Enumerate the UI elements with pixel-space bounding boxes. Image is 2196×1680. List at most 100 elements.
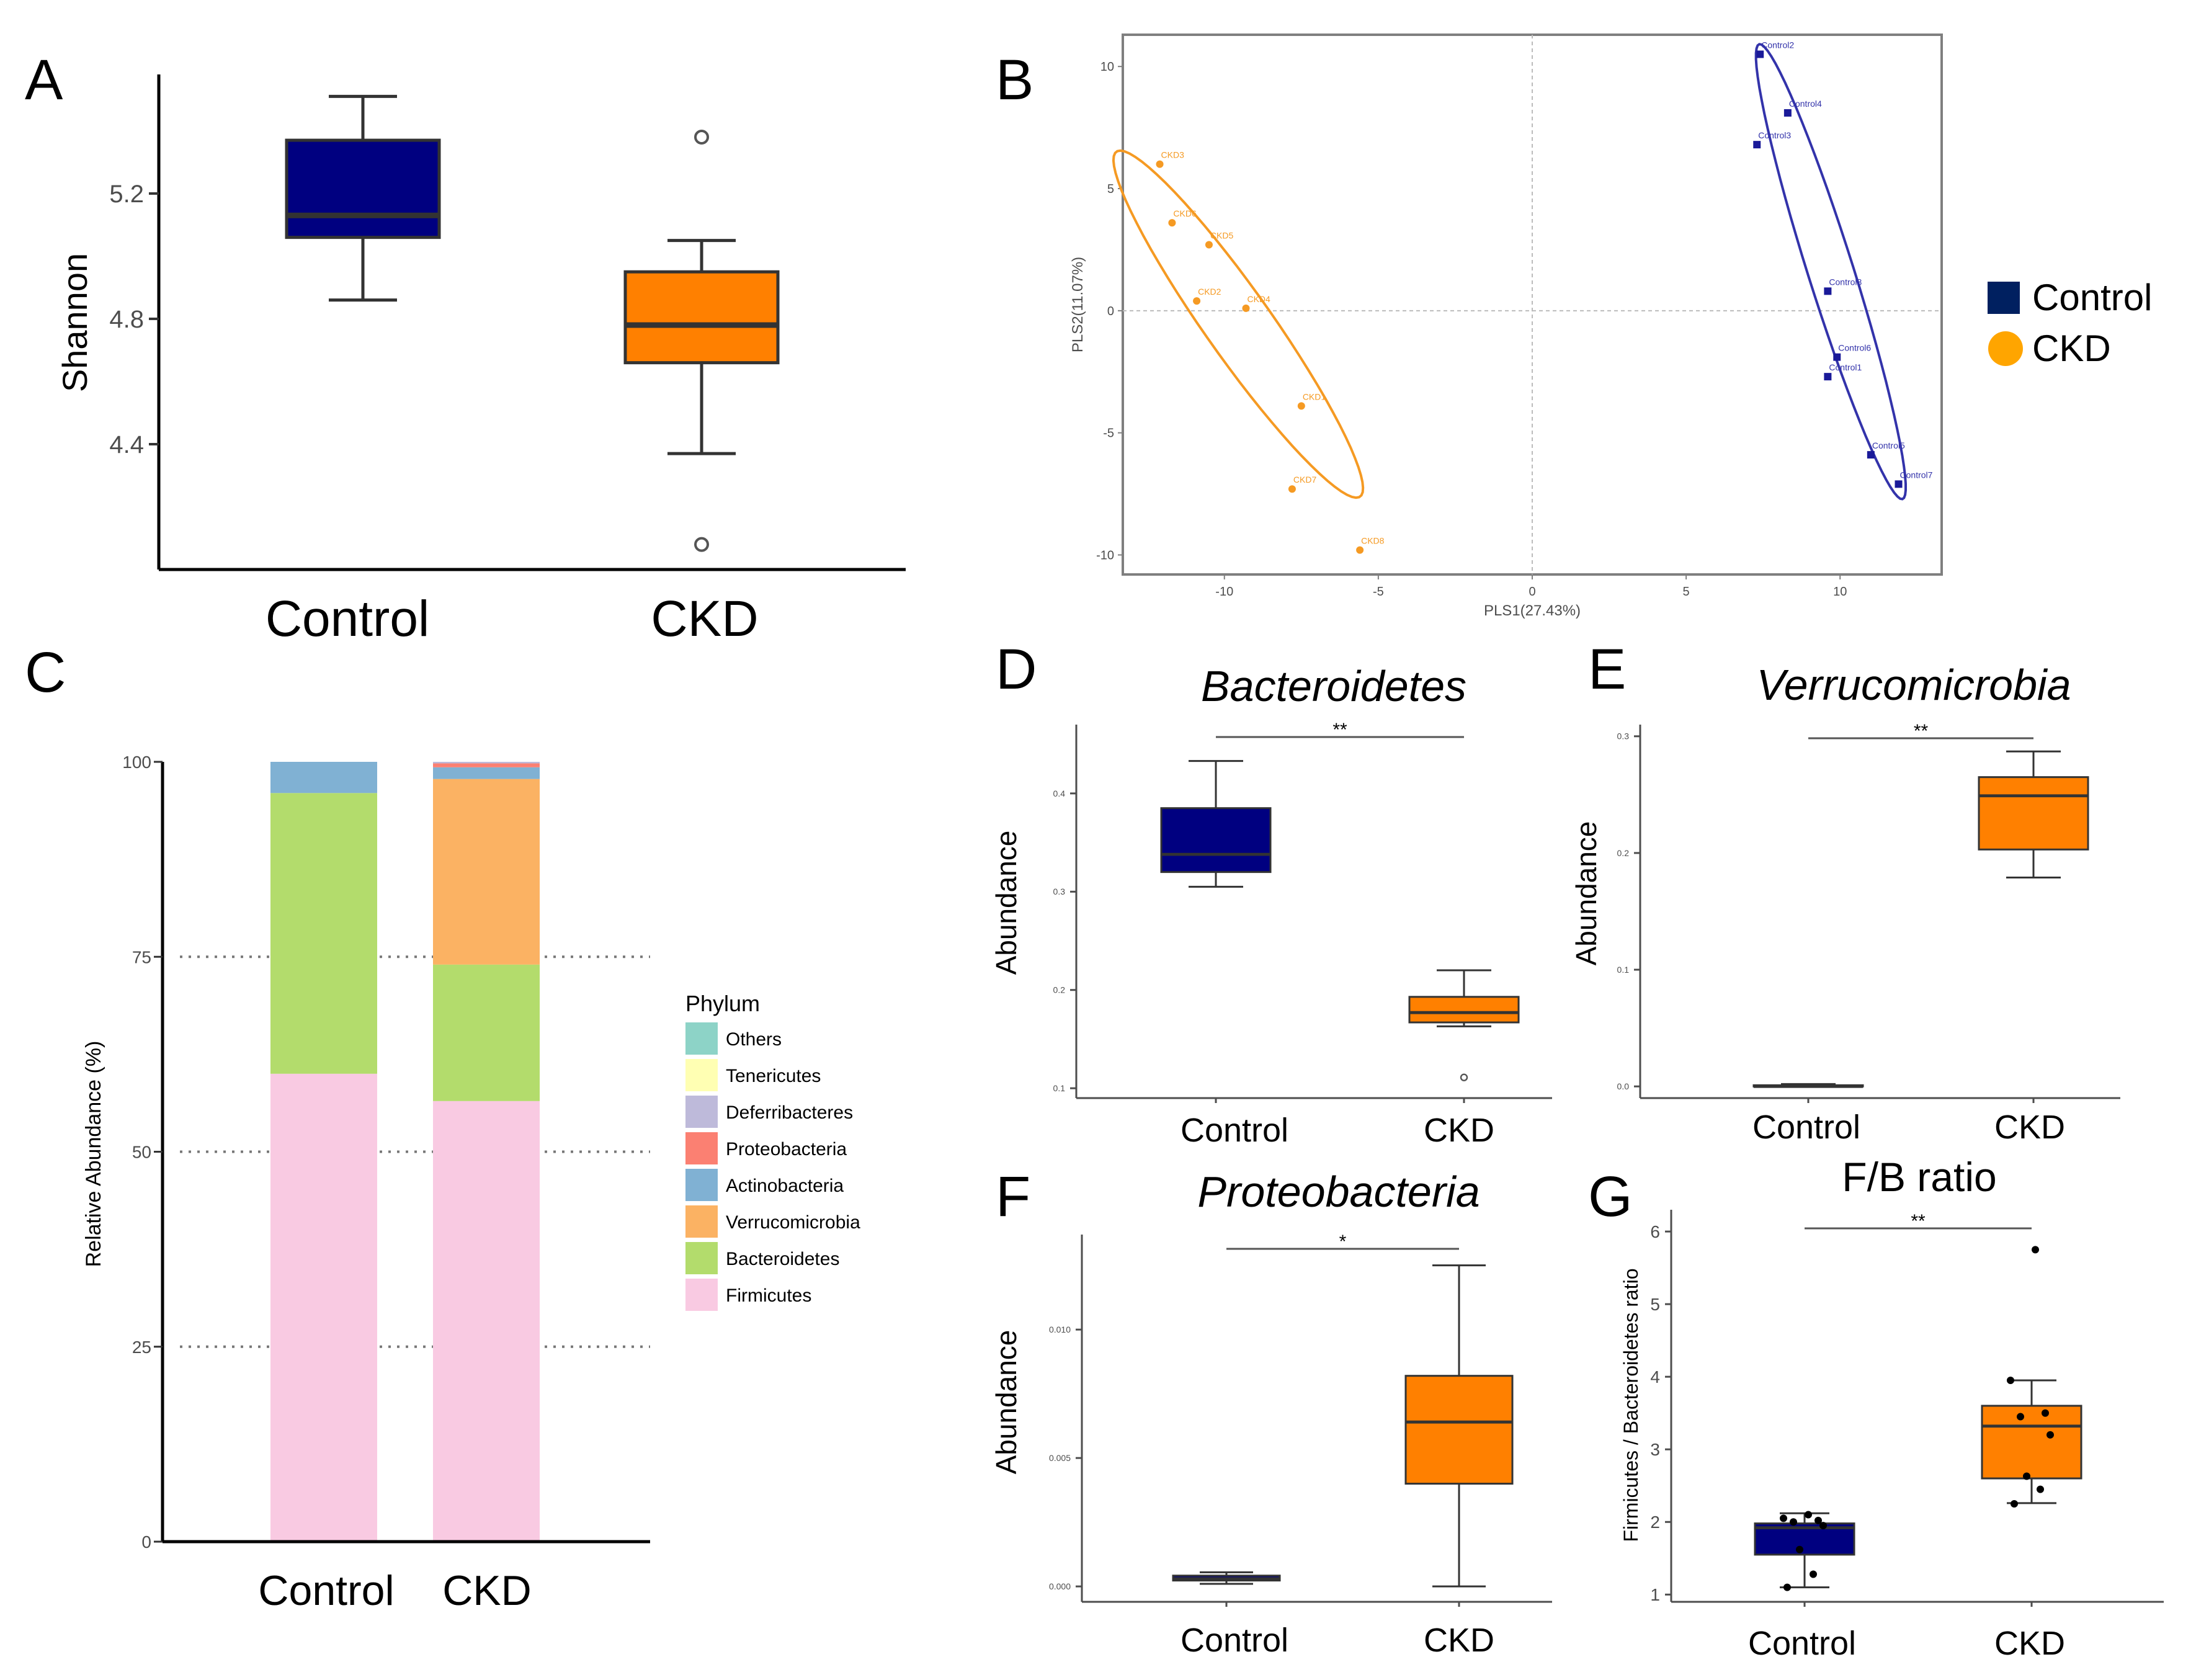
panel-d-category-ckd: CKD	[1424, 1112, 1494, 1149]
panel-g-point-control-1	[1810, 1570, 1817, 1578]
panel-f: F Proteobacteria 0.000 0.005 0.010 * Abund…	[990, 1165, 1552, 1659]
panel-b-x-tick-label-3: 5	[1683, 585, 1690, 599]
panel-c-legend-label-others: Others	[726, 1029, 782, 1050]
panel-b-point-ckd2	[1193, 297, 1201, 305]
panel-g-point-ckd-6	[2007, 1377, 2014, 1385]
panel-d-significance-label: **	[1332, 720, 1347, 740]
panel-c-category-control: Control	[258, 1567, 394, 1614]
panel-d-ckd-outlier-0	[1460, 1073, 1468, 1081]
panel-f-y-tick-label-1: 0.005	[1049, 1453, 1071, 1463]
panel-a-ckd-outlier-0	[694, 130, 709, 145]
panel-b-control-ellipse	[1754, 43, 1907, 501]
panel-d-category-control: Control	[1181, 1112, 1288, 1149]
panel-c-category-ckd: CKD	[442, 1567, 532, 1614]
panel-g-point-ckd-0	[2011, 1500, 2018, 1508]
panel-g-point-control-0	[1783, 1583, 1791, 1591]
panel-d-ckd-box	[1408, 996, 1520, 1024]
panel-g-point-ckd-2	[2023, 1472, 2030, 1480]
panel-b-point-control8	[1824, 287, 1832, 295]
panel-a-y-tick-label-1: 4.8	[109, 306, 144, 333]
panel-f-y-label: Abundance	[990, 1330, 1022, 1475]
panel-e-ckd-box	[1978, 776, 2089, 851]
panel-c-bar-ckd-bacteroidetes	[433, 964, 540, 1101]
panel-d-letter: D	[996, 638, 1037, 701]
panel-e-category-ckd: CKD	[1994, 1109, 2065, 1146]
panel-f-category-ckd: CKD	[1424, 1622, 1494, 1659]
panel-g-point-ckd-5	[2042, 1409, 2049, 1417]
panel-c-bar-control-firmicutes	[270, 1073, 377, 1542]
panel-b-point-ckd8	[1356, 546, 1364, 554]
panel-c-legend-label-firmicutes: Firmicutes	[726, 1285, 811, 1306]
panel-b-y-tick-label-4: 10	[1100, 60, 1114, 74]
panel-f-y-tick-label-0: 0.000	[1049, 1581, 1071, 1591]
panel-b-point-label-ckd8: CKD8	[1361, 536, 1385, 546]
panel-g-point-ckd-3	[2046, 1431, 2054, 1439]
panel-g-point-control-5	[1814, 1516, 1822, 1524]
panel-g-category-control: Control	[1748, 1625, 1856, 1662]
panel-b-point-label-ckd5: CKD5	[1210, 231, 1234, 241]
panel-c-legend-label-deferribacteres: Deferribacteres	[726, 1102, 853, 1123]
panel-a-ckd-box	[623, 270, 780, 365]
panel-b-letter: B	[996, 48, 1033, 112]
panel-b: B -10 -5 0 5 10 -10 -5 0 5 10 CKD3 CKD6 CKD5 CKD2 CKD…	[996, 34, 2152, 619]
panel-a-y-tick-label-2: 5.2	[109, 181, 144, 208]
panel-b-point-ckd6	[1168, 219, 1176, 227]
panel-c-bar-ckd-proteobacteria	[433, 763, 540, 767]
panel-b-y-label: PLS2(11.07%)	[1069, 257, 1086, 352]
panel-a-category-control: Control	[266, 591, 429, 647]
panel-b-x-tick-label-0: -10	[1215, 585, 1233, 599]
panel-b-point-label-ckd1: CKD1	[1303, 391, 1326, 401]
panel-a-y-tick-label-0: 4.4	[109, 431, 144, 458]
panel-b-x-tick-label-4: 10	[1833, 585, 1847, 599]
panel-e-category-control: Control	[1752, 1109, 1860, 1146]
panel-e-title: Verrucomicrobia	[1756, 661, 2071, 709]
panel-a-letter: A	[25, 48, 63, 112]
panel-c-y-tick-label-3: 75	[132, 947, 151, 967]
panel-c-letter: C	[25, 641, 66, 704]
panel-b-point-ckd1	[1297, 402, 1305, 410]
panel-d-y-tick-label-3: 0.4	[1053, 789, 1066, 798]
panel-g-y-label: Firmicutes / Bacteroidetes ratio	[1620, 1268, 1642, 1542]
panel-b-point-label-ckd4: CKD4	[1247, 294, 1270, 304]
panel-b-point-ckd3	[1156, 160, 1164, 168]
panel-b-point-label-ckd6: CKD6	[1173, 208, 1197, 218]
panel-b-point-label-control7: Control7	[1900, 470, 1933, 480]
panel-c-legend-label-actinobacteria: Actinobacteria	[726, 1176, 844, 1196]
panel-a-ckd-outlier-1	[694, 537, 709, 552]
panel-b-legend-ckd-label: CKD	[2032, 328, 2111, 369]
panel-b-point-control4	[1783, 109, 1792, 117]
panel-c-y-tick-label-4: 100	[122, 753, 151, 772]
panel-c-y-tick-label-0: 0	[141, 1532, 151, 1552]
panel-b-y-tick-label-0: -10	[1096, 549, 1114, 563]
panel-a-category-ckd: CKD	[651, 591, 758, 647]
panel-a-control-box	[285, 138, 441, 239]
panel-e-significance-label: **	[1914, 721, 1929, 741]
panel-c-y-label: Relative Abundance (%)	[82, 1041, 105, 1267]
panel-c-legend-title: Phylum	[685, 991, 760, 1016]
panel-g-category-ckd: CKD	[1994, 1625, 2065, 1662]
panel-b-x-label: PLS1(27.43%)	[1484, 602, 1581, 619]
panel-g-ckd-box	[1981, 1405, 2082, 1480]
panel-b-point-control7	[1895, 480, 1903, 488]
panel-b-y-tick-label-1: -5	[1103, 427, 1114, 440]
panel-e-y-label: Abundance	[1570, 821, 1602, 966]
panel-b-y-tick-label-2: 0	[1107, 305, 1114, 318]
panel-a-y-label: Shannon	[55, 253, 94, 392]
panel-b-point-ckd5	[1205, 241, 1213, 249]
panel-d: D Bacteroidetes 0.1 0.2 0.3 0.4 ** Abundanc…	[990, 638, 1552, 1149]
panel-g-letter: G	[1588, 1165, 1633, 1228]
panel-c-bar-ckd-actinobacteria	[433, 767, 540, 779]
panel-f-significance-label: *	[1339, 1231, 1347, 1252]
panel-b-point-label-control4: Control4	[1789, 99, 1822, 109]
panel-g-point-ckd-1	[2037, 1485, 2044, 1493]
panel-g-y-tick-label-5: 6	[1650, 1222, 1660, 1241]
panel-g-point-control-6	[1780, 1514, 1787, 1522]
panel-c-bar-ckd-firmicutes	[433, 1101, 540, 1542]
panel-f-title: Proteobacteria	[1197, 1168, 1480, 1216]
panel-e: E Verrucomicrobia 0.0 0.1 0.2 0.3 ** Abunda…	[1570, 638, 2120, 1146]
panel-d-title: Bacteroidetes	[1201, 662, 1466, 710]
panel-b-ckd-ellipse	[1112, 149, 1365, 499]
panel-b-point-ckd7	[1288, 485, 1296, 493]
panel-b-point-label-control2: Control2	[1761, 40, 1794, 50]
